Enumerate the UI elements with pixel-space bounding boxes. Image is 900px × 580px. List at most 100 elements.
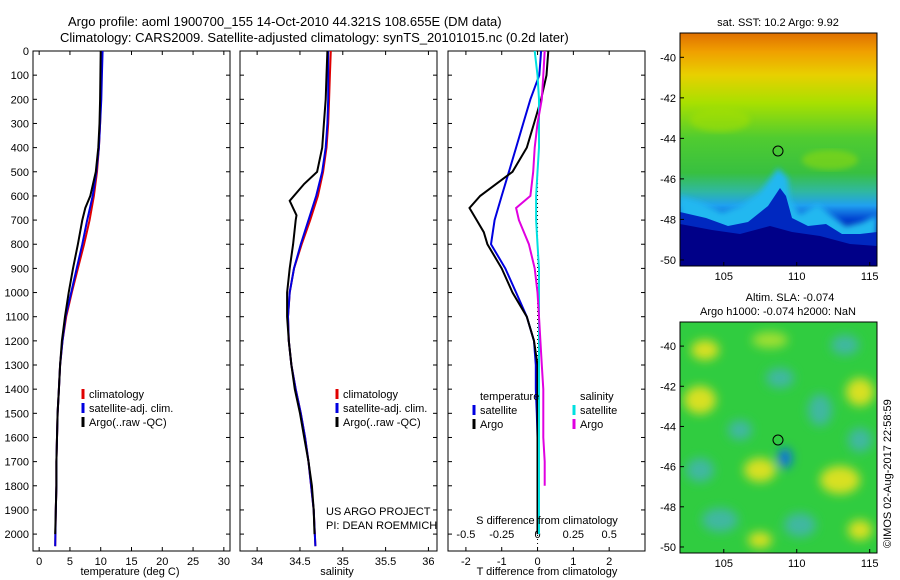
temperature-axis-label: temperature (deg C) — [80, 566, 179, 578]
map-y-tick-label: -46 — [660, 174, 676, 186]
x-tick-label: 5 — [67, 556, 73, 568]
depth-tick-label: 600 — [11, 191, 29, 203]
depth-tick-label: 700 — [11, 215, 29, 227]
map-x-tick-label: 105 — [715, 271, 733, 283]
x-tick-label: 10 — [95, 556, 107, 568]
x-tick-label: 34.5 — [289, 556, 310, 568]
depth-tick-label: 1700 — [5, 457, 29, 469]
s-diff-axis-label: S difference from climatology — [476, 515, 618, 527]
series-line-argo — [514, 50, 546, 486]
legend-label: climatology — [343, 389, 399, 401]
map-y-tick-label: -40 — [660, 341, 676, 353]
legend-title-salinity: salinity — [580, 391, 614, 403]
x-tick-label: 34 — [251, 556, 263, 568]
sla-map-title-2: Argo h1000: -0.074 h2000: NaN — [700, 306, 856, 318]
series-line-argo-raw-qc- — [286, 50, 329, 535]
depth-tick-label: 1500 — [5, 408, 29, 420]
depth-tick-label: 400 — [11, 143, 29, 155]
s-diff-tick-label: 0.5 — [602, 529, 617, 541]
depth-tick-label: 1200 — [5, 336, 29, 348]
temperature-panel: 0 5 10 15 20 25 300100200300400500600700800900… — [5, 46, 231, 568]
map-y-tick-label: -48 — [660, 214, 676, 226]
depth-tick-label: 1100 — [5, 312, 29, 324]
legend-label: satellite-adj. clim. — [343, 403, 427, 415]
legend-label: climatology — [89, 389, 145, 401]
sst-map: sat. SST: 10.2 Argo: 9.92 105 110 115 -40 -4… — [660, 17, 878, 283]
legend-label: satellite-adj. clim. — [89, 403, 173, 415]
map-y-tick-label: -44 — [660, 421, 676, 433]
timestamp: ©IMOS 02-Aug-2017 22:58:59 — [882, 399, 894, 548]
plot-frame — [447, 50, 646, 552]
sla-map: Altim. SLA: -0.074 Argo h1000: -0.074 h2… — [660, 292, 878, 570]
difference-panel: -2-1012-0.5-0.2500.250.5temperaturesalin… — [447, 50, 646, 568]
depth-tick-label: 1900 — [5, 505, 29, 517]
depth-tick-label: 0 — [23, 46, 29, 58]
legend-title-temperature: temperature — [480, 391, 539, 403]
x-tick-label: 36 — [422, 556, 434, 568]
depth-tick-label: 800 — [11, 239, 29, 251]
map-y-tick-label: -44 — [660, 133, 676, 145]
t-diff-axis-label: T difference from climatology — [477, 566, 618, 578]
depth-tick-label: 1300 — [5, 360, 29, 372]
salinity-panel: 34 34.5 35 35.5 36 climatology satellite-adj. … — [239, 50, 438, 568]
map-x-tick-label: 110 — [788, 271, 806, 283]
x-tick-label: 25 — [187, 556, 199, 568]
x-tick-label: 20 — [156, 556, 168, 568]
x-tick-label: 0 — [534, 556, 540, 568]
legend-label: Argo(..raw -QC) — [89, 417, 167, 429]
x-tick-label: 15 — [125, 556, 137, 568]
legend-label: satellite — [580, 405, 617, 417]
s-diff-tick-label: -0.5 — [456, 529, 475, 541]
series-line-argo — [468, 50, 550, 535]
map-y-tick-label: -46 — [660, 462, 676, 474]
x-tick-label: 35.5 — [375, 556, 396, 568]
legend-label: Argo(..raw -QC) — [343, 417, 421, 429]
s-diff-tick-label: -0.25 — [489, 529, 514, 541]
x-tick-label: 30 — [218, 556, 230, 568]
salinity-axis-label: salinity — [320, 566, 354, 578]
map-x-tick-label: 115 — [861, 558, 879, 570]
sla-map-title-1: Altim. SLA: -0.074 — [746, 292, 835, 304]
depth-tick-label: 1600 — [5, 432, 29, 444]
series-line-satellite — [533, 50, 540, 535]
depth-tick-label: 2000 — [5, 529, 29, 541]
x-tick-label: -1 — [497, 556, 507, 568]
map-y-tick-label: -50 — [660, 542, 676, 554]
legend-label: Argo — [580, 419, 603, 431]
map-x-tick-label: 115 — [861, 271, 879, 283]
map-y-tick-label: -40 — [660, 52, 676, 64]
pi-annotation: PI: DEAN ROEMMICH — [326, 520, 437, 532]
map-y-tick-label: -48 — [660, 502, 676, 514]
x-tick-label: -2 — [461, 556, 471, 568]
map-y-tick-label: -42 — [660, 93, 676, 105]
map-y-tick-label: -42 — [660, 381, 676, 393]
map-x-tick-label: 105 — [715, 558, 733, 570]
argo-location-marker — [772, 434, 784, 446]
x-tick-label: 1 — [570, 556, 576, 568]
plot-frame — [239, 50, 438, 552]
header-line2: Climatology: CARS2009. Satellite-adjuste… — [60, 30, 569, 45]
depth-tick-label: 200 — [11, 94, 29, 106]
legend-label: Argo — [480, 419, 503, 431]
plot-frame — [32, 50, 231, 552]
x-tick-label: 0 — [36, 556, 42, 568]
depth-tick-label: 900 — [11, 263, 29, 275]
depth-tick-label: 1000 — [5, 288, 29, 300]
series-line-argo-raw-qc- — [54, 50, 102, 535]
argo-location-marker — [772, 145, 784, 157]
depth-tick-label: 300 — [11, 118, 29, 130]
map-x-tick-label: 110 — [788, 558, 806, 570]
depth-tick-label: 1400 — [5, 384, 29, 396]
depth-tick-label: 100 — [11, 70, 29, 82]
x-tick-label: 35 — [337, 556, 349, 568]
map-y-tick-label: -50 — [660, 255, 676, 267]
sst-map-title: sat. SST: 10.2 Argo: 9.92 — [717, 17, 839, 29]
header-line1: Argo profile: aoml 1900700_155 14-Oct-20… — [68, 14, 502, 29]
x-tick-label: 2 — [606, 556, 612, 568]
legend-label: satellite — [480, 405, 517, 417]
s-diff-tick-label: 0.25 — [563, 529, 584, 541]
depth-tick-label: 500 — [11, 167, 29, 179]
project-annotation: US ARGO PROJECT — [326, 506, 431, 518]
depth-tick-label: 1800 — [5, 481, 29, 493]
